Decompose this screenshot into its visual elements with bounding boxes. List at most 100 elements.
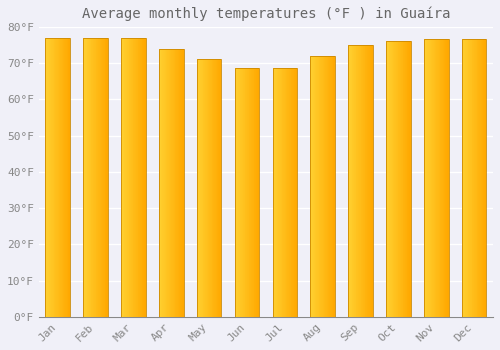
Bar xyxy=(240,69,242,317)
Bar xyxy=(255,69,256,317)
Bar xyxy=(317,56,318,317)
Bar xyxy=(464,40,465,317)
Bar xyxy=(293,69,294,317)
Bar xyxy=(396,41,397,317)
Bar xyxy=(434,40,436,317)
Bar xyxy=(469,40,470,317)
Bar xyxy=(84,38,85,317)
Bar xyxy=(126,38,127,317)
Bar xyxy=(279,69,280,317)
Bar xyxy=(88,38,89,317)
Bar xyxy=(472,40,474,317)
Bar xyxy=(162,49,163,317)
Bar xyxy=(366,45,367,317)
Bar xyxy=(352,45,353,317)
Bar xyxy=(312,56,313,317)
Bar xyxy=(50,38,51,317)
Bar xyxy=(466,40,468,317)
Bar xyxy=(57,38,58,317)
Bar xyxy=(208,60,209,317)
Bar xyxy=(95,38,96,317)
Bar xyxy=(200,60,201,317)
Bar xyxy=(369,45,370,317)
Bar xyxy=(386,41,387,317)
Bar xyxy=(136,38,138,317)
Bar xyxy=(386,41,410,317)
Bar xyxy=(250,69,251,317)
Bar xyxy=(370,45,371,317)
Bar xyxy=(292,69,293,317)
Bar xyxy=(239,69,240,317)
Bar xyxy=(65,38,66,317)
Bar xyxy=(202,60,203,317)
Bar xyxy=(69,38,70,317)
Bar xyxy=(211,60,212,317)
Bar xyxy=(178,49,180,317)
Bar xyxy=(446,40,447,317)
Bar xyxy=(139,38,140,317)
Bar xyxy=(121,38,122,317)
Bar xyxy=(371,45,372,317)
Bar xyxy=(163,49,164,317)
Bar xyxy=(141,38,142,317)
Bar xyxy=(348,45,373,317)
Bar xyxy=(406,41,408,317)
Bar xyxy=(327,56,328,317)
Bar xyxy=(360,45,362,317)
Bar xyxy=(405,41,406,317)
Bar xyxy=(362,45,363,317)
Bar xyxy=(182,49,183,317)
Bar xyxy=(204,60,205,317)
Bar xyxy=(102,38,103,317)
Bar xyxy=(444,40,446,317)
Bar xyxy=(294,69,296,317)
Bar xyxy=(480,40,482,317)
Bar xyxy=(286,69,288,317)
Bar xyxy=(220,60,222,317)
Bar xyxy=(216,60,218,317)
Bar xyxy=(436,40,437,317)
Bar xyxy=(52,38,53,317)
Bar xyxy=(197,60,222,317)
Bar xyxy=(290,69,292,317)
Bar xyxy=(474,40,475,317)
Bar xyxy=(288,69,289,317)
Bar xyxy=(325,56,326,317)
Bar xyxy=(107,38,108,317)
Bar xyxy=(311,56,312,317)
Bar xyxy=(93,38,94,317)
Bar xyxy=(280,69,281,317)
Bar xyxy=(170,49,172,317)
Bar xyxy=(197,60,198,317)
Bar xyxy=(364,45,366,317)
Bar xyxy=(324,56,325,317)
Bar xyxy=(387,41,388,317)
Bar xyxy=(400,41,401,317)
Bar xyxy=(172,49,173,317)
Bar xyxy=(144,38,145,317)
Bar xyxy=(353,45,354,317)
Bar xyxy=(166,49,167,317)
Bar xyxy=(485,40,486,317)
Bar xyxy=(429,40,430,317)
Bar xyxy=(430,40,432,317)
Bar xyxy=(62,38,64,317)
Bar xyxy=(289,69,290,317)
Bar xyxy=(89,38,90,317)
Bar xyxy=(123,38,124,317)
Bar xyxy=(58,38,59,317)
Bar xyxy=(282,69,283,317)
Bar xyxy=(428,40,429,317)
Bar xyxy=(92,38,93,317)
Bar xyxy=(476,40,478,317)
Bar xyxy=(433,40,434,317)
Bar xyxy=(244,69,246,317)
Bar xyxy=(356,45,358,317)
Bar xyxy=(219,60,220,317)
Bar xyxy=(94,38,95,317)
Bar xyxy=(310,56,335,317)
Bar xyxy=(132,38,134,317)
Bar xyxy=(181,49,182,317)
Bar xyxy=(243,69,244,317)
Bar xyxy=(318,56,320,317)
